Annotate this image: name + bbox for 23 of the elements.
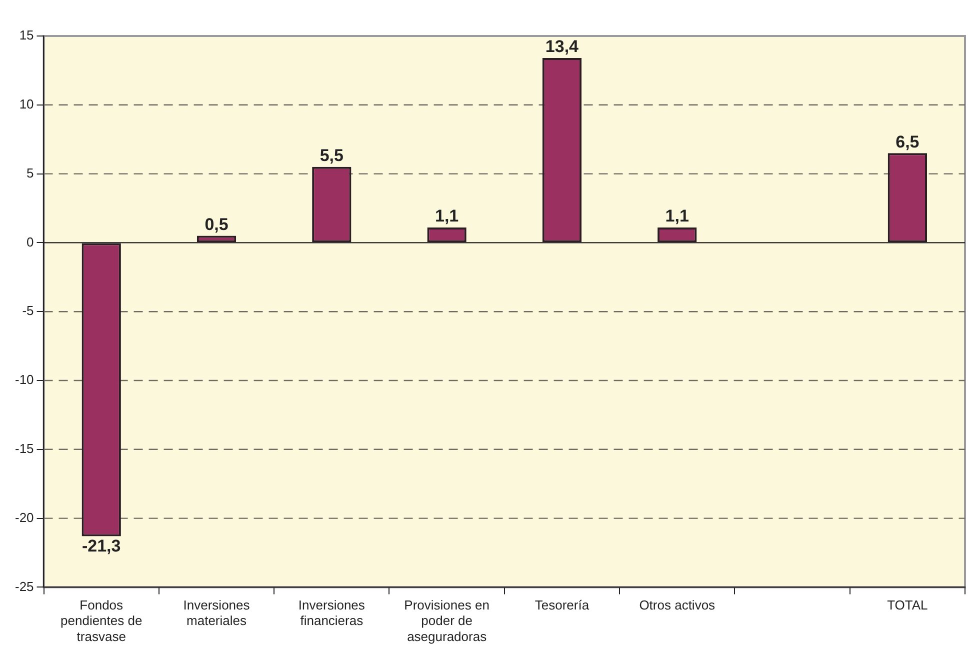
data-label: 6,5 (896, 132, 920, 152)
y-tick-label: -15 (14, 440, 34, 456)
data-label: 13,4 (545, 37, 580, 56)
y-tick-label: -25 (14, 578, 34, 594)
x-tick-label: Inversiones materiales (183, 598, 250, 628)
x-tick-label: TOTAL (887, 598, 928, 613)
y-tick-label: 15 (19, 28, 34, 43)
data-label: 0,5 (204, 214, 228, 234)
data-label: -21,3 (82, 536, 121, 556)
y-tick-label: 0 (26, 234, 34, 250)
x-tick-label: Provisiones en poder de aseguradoras (404, 598, 490, 644)
data-label: 1,1 (435, 206, 459, 226)
x-tick-label: Otros activos (639, 598, 716, 613)
x-tick-label: Inversiones financieras (298, 598, 366, 628)
y-tick-label: -10 (14, 372, 34, 388)
y-tick-label: 10 (19, 96, 34, 112)
x-tick-label: Fondos pendientes de trasvase (60, 598, 142, 644)
data-label: 1,1 (665, 206, 689, 226)
y-tick-label: -20 (14, 510, 34, 525)
y-tick-label: -5 (22, 303, 34, 318)
y-tick-label: 5 (26, 165, 34, 180)
x-tick-label: Tesorería (534, 598, 590, 613)
data-label: 5,5 (320, 146, 344, 166)
